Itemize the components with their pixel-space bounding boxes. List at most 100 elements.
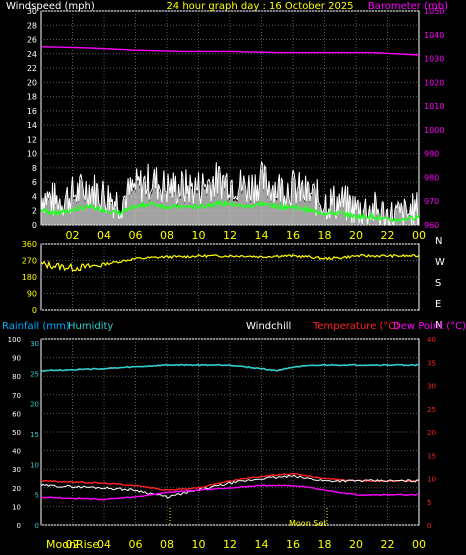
compass-label: W — [435, 257, 445, 268]
compass-label: E — [435, 299, 441, 310]
barometer-tick: 960 — [424, 221, 439, 230]
windspeed-tick: 26 — [27, 36, 37, 45]
x-tick-label: 22 — [381, 229, 395, 242]
rainfall-tick: 20 — [30, 401, 39, 409]
compass-label: N — [435, 236, 442, 247]
x-tick-label: 06 — [129, 538, 143, 551]
humidity-tick: 0 — [17, 522, 21, 530]
temperature-tick: 25 — [427, 406, 436, 414]
dewpoint-line — [40, 484, 419, 501]
humidity-tick: 90 — [12, 355, 21, 363]
x-tick-label: 16 — [286, 229, 300, 242]
x-tick-label: 08 — [160, 538, 174, 551]
windspeed-tick: 22 — [27, 64, 37, 73]
barometer-tick: 1000 — [424, 126, 444, 135]
barometer-tick: 1050 — [424, 7, 444, 16]
x-tick-label: 04 — [97, 229, 111, 242]
wind-direction-line — [40, 253, 420, 272]
wind-gust-area — [41, 168, 419, 225]
windspeed-tick: 16 — [27, 107, 37, 116]
windspeed-tick: 30 — [27, 7, 37, 16]
direction-tick: 0 — [32, 306, 37, 315]
windspeed-tick: 8 — [32, 164, 37, 173]
windspeed-tick: 24 — [27, 50, 37, 59]
rainfall-tick: 15 — [30, 431, 39, 439]
x-tick-label: 12 — [223, 229, 237, 242]
temperature-tick: 0 — [427, 522, 431, 530]
barometer-tick: 1020 — [424, 78, 444, 87]
compass-label: N — [435, 320, 442, 331]
windspeed-tick: 14 — [27, 121, 37, 130]
x-tick-label: 10 — [192, 229, 206, 242]
temperature-tick: 15 — [427, 452, 436, 460]
windspeed-tick: 20 — [27, 78, 37, 87]
barometer-tick: 1010 — [424, 102, 444, 111]
moonrise-label: MoonRise — [46, 538, 99, 551]
humidity-tick: 30 — [12, 466, 21, 474]
x-tick-label: 22 — [381, 538, 395, 551]
humidity-tick: 80 — [12, 373, 21, 381]
x-tick-label: 08 — [160, 229, 174, 242]
windspeed-tick: 6 — [32, 178, 37, 187]
rainfall-tick: 10 — [30, 461, 39, 469]
direction-tick: 360 — [22, 240, 37, 249]
windspeed-tick: 0 — [32, 221, 37, 230]
barometer-axis-label: Barometer (mb) — [368, 1, 448, 12]
average-wind-line — [40, 199, 420, 223]
windspeed-tick: 12 — [27, 135, 37, 144]
windspeed-tick: 28 — [27, 21, 37, 30]
x-tick-label: 20 — [349, 229, 363, 242]
rainfall-tick: 30 — [30, 340, 39, 348]
x-tick-label: 04 — [97, 538, 111, 551]
windspeed-tick: 4 — [32, 192, 37, 201]
humidity-tick: 70 — [12, 392, 21, 400]
windspeed-tick: 18 — [27, 93, 37, 102]
humidity-tick: 10 — [12, 503, 21, 511]
barometer-tick: 980 — [424, 173, 439, 182]
humidity-tick: 50 — [12, 429, 21, 437]
windspeed-tick: 2 — [32, 207, 37, 216]
x-tick-label: 02 — [66, 538, 80, 551]
compass-label: S — [435, 278, 441, 289]
temperature-tick: 10 — [427, 476, 436, 484]
x-tick-label: 02 — [66, 229, 80, 242]
direction-tick: 270 — [22, 257, 37, 266]
dewpoint-axis-label: Dew Point (°C) — [393, 321, 466, 332]
humidity-tick: 100 — [8, 336, 21, 344]
x-tick-label: 10 — [192, 538, 206, 551]
x-tick-label: 06 — [129, 229, 143, 242]
rainfall-tick: 0 — [35, 522, 39, 530]
windchill-line — [40, 474, 420, 499]
windspeed-axis-label: Windspeed (mph) — [6, 1, 95, 12]
direction-tick: 180 — [22, 273, 37, 282]
temperature-tick: 35 — [427, 359, 436, 367]
barometer-tick: 990 — [424, 150, 439, 159]
temperature-tick: 40 — [427, 336, 436, 344]
temperature-tick: 30 — [427, 383, 436, 391]
chart-title: 24 hour graph day : 16 October 2025 — [166, 1, 353, 12]
x-tick-label: 00 — [412, 538, 426, 551]
x-tick-label: 18 — [318, 229, 332, 242]
humidity-tick: 20 — [12, 485, 21, 493]
temperature-axis-label: Temperature (°C) — [312, 321, 399, 332]
humidity-line — [40, 363, 419, 372]
temperature-tick: 5 — [427, 499, 431, 507]
x-tick-label: 20 — [349, 538, 363, 551]
humidity-tick: 40 — [12, 448, 21, 456]
rainfall-tick: 5 — [35, 492, 39, 500]
direction-tick: 90 — [27, 290, 37, 299]
moonset-label: Moon Set — [289, 519, 326, 528]
rainfall-axis-label: Rainfall (mm) — [2, 321, 70, 332]
humidity-axis-label: Humidity — [68, 321, 113, 332]
x-tick-label: 18 — [318, 538, 332, 551]
barometer-tick: 1040 — [424, 31, 444, 40]
x-tick-label: 12 — [223, 538, 237, 551]
temperature-tick: 20 — [427, 429, 436, 437]
temperature-humidity-panel: 0 10 20 30 40 50 60 70 80 90 100 0 5 10 15 20 25 30 0 5 10… — [2, 321, 466, 551]
barometer-line — [40, 46, 420, 56]
windchill-label: Windchill — [246, 321, 291, 332]
barometer-tick: 970 — [424, 197, 439, 206]
